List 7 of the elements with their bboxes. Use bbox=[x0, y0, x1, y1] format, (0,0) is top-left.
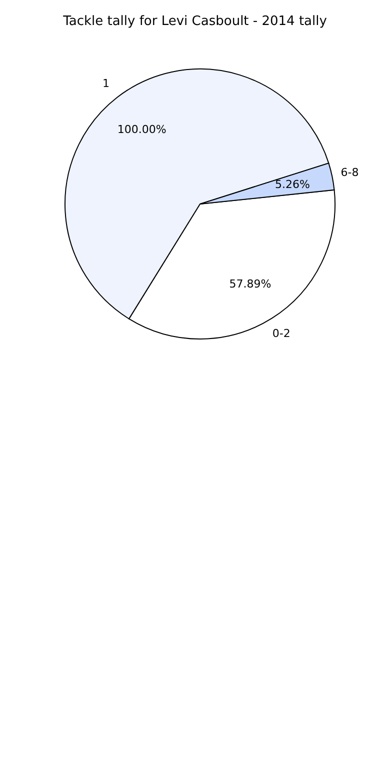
chart-title: Tackle tally for Levi Casboult - 2014 tally bbox=[62, 14, 328, 29]
slice-label: 0-2 bbox=[272, 327, 290, 340]
data-label: 100.00% bbox=[117, 122, 166, 136]
data-label: 57.89% bbox=[229, 278, 272, 291]
slice-label: 6-8 bbox=[340, 166, 359, 180]
slice-label: 1 bbox=[102, 76, 110, 90]
data-label: 5.26% bbox=[275, 178, 310, 192]
